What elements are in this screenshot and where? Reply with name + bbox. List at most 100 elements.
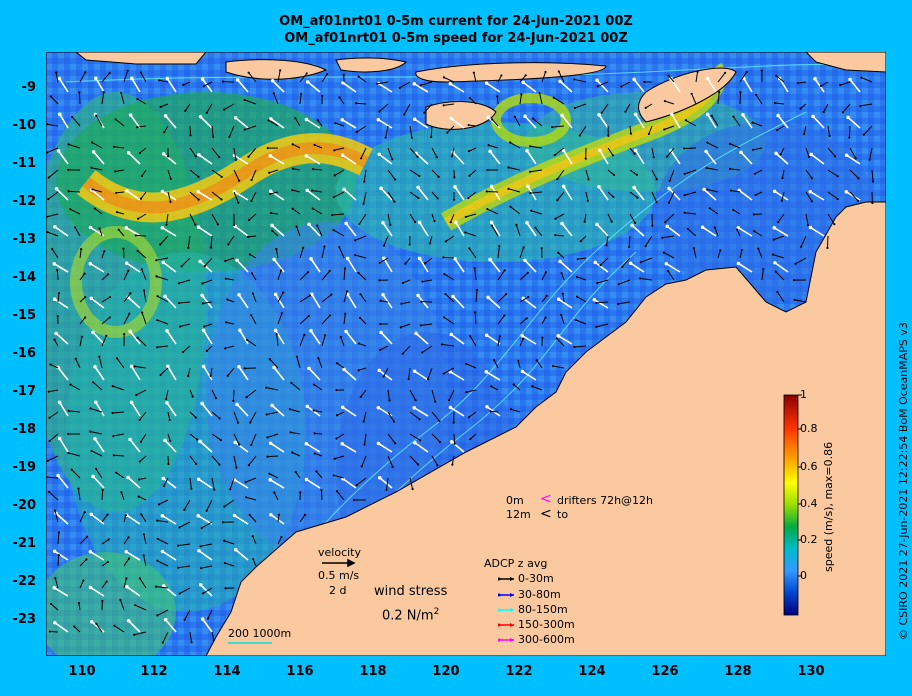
current-arrow-head [663,100,667,103]
current-arrow [448,389,455,401]
wind-stress-arrow-head [414,331,418,336]
colorbar-tick-label: 0.4 [800,497,818,510]
current-arrow [363,169,367,182]
current-arrow-head [620,85,623,88]
current-arrow [292,143,301,149]
current-arrow [156,275,169,281]
current-arrow [717,72,726,83]
current-arrow [427,367,433,380]
current-arrow-head [860,76,863,79]
current-arrow [356,477,367,486]
wind-stress-arrow [269,479,285,489]
current-arrow [267,433,279,438]
current-arrow-head [268,171,271,174]
current-arrow-head [135,393,138,397]
current-arrow [497,336,501,347]
velocity-duration: 2 d [329,584,347,597]
current-arrow-head [303,513,307,516]
wind-stress-arrow [89,551,105,561]
current-arrow-head [655,201,658,204]
current-arrow-head [157,503,161,506]
current-arrow-head [128,312,131,315]
current-arrow-head [530,209,533,212]
current-arrow-head [418,418,421,421]
current-arrow-head [527,295,530,299]
current-arrow-head [56,269,59,272]
wind-stress-arrow [125,227,141,237]
current-arrow [574,103,587,109]
wind-stress-arrow [59,113,69,129]
current-arrow [224,499,235,507]
current-arrow [739,249,743,259]
current-arrow [596,301,609,304]
current-arrow-head [407,378,410,381]
wind-stress-arrow [599,149,609,165]
x-tick-label: 130 [797,664,825,679]
land [75,52,886,656]
current-arrow-head [517,359,520,362]
current-arrow-head [140,268,143,271]
current-arrow-head [181,350,185,354]
current-arrow [707,142,719,149]
current-arrow [137,337,147,347]
current-arrow-head [417,463,420,466]
current-arrow [541,271,547,281]
current-arrow-head [452,198,456,201]
current-arrow-head [194,416,197,419]
current-arrow [244,125,257,131]
current-arrow-head [578,134,581,137]
current-arrow [316,225,323,237]
wind-stress-arrow [55,512,69,525]
wind-stress-arrow [202,365,213,381]
colorbar-ticks [798,394,802,577]
wind-stress-arrow-head [233,548,238,552]
current-arrow-head [237,201,240,204]
wind-stress-arrow-head [741,113,745,117]
wind-stress-arrow-head [52,297,57,301]
current-arrow-head [430,135,433,139]
current-arrow [79,273,86,281]
current-arrow [225,257,235,262]
current-arrow [860,103,873,107]
wind-stress-arrow-head [489,220,494,225]
current-arrow-head [46,459,49,463]
current-arrow-head [303,333,306,336]
current-arrow-head [705,166,708,170]
current-arrow [252,535,257,545]
current-arrow-head [308,294,311,297]
current-arrow [541,317,546,325]
wind-stress-arrow-head [526,184,530,188]
wind-stress-arrow-head [670,112,674,116]
current-arrow [233,455,237,468]
current-arrow [115,169,125,173]
current-arrow [101,561,109,567]
current-arrow-head [871,180,875,183]
wind-stress-arrow [54,298,69,309]
wind-stress-arrow [271,404,285,417]
current-arrow [691,93,697,105]
x-tick-label: 126 [651,664,679,679]
current-arrow [541,295,548,303]
current-arrow-head [300,92,303,96]
current-arrow [333,474,345,479]
wind-stress-arrow [487,296,501,309]
current-arrow-head [856,199,860,202]
current-arrow-head [560,313,563,317]
current-arrow [556,338,565,347]
current-arrow-head [357,369,360,372]
current-arrow [662,235,675,239]
current-arrow-head [226,374,229,377]
wind-stress-arrow [847,116,861,129]
wind-stress-arrow [161,515,177,525]
wind-stress-arrow-head [448,81,453,86]
current-arrow-head [316,119,319,122]
current-arrow-head [624,110,627,113]
current-arrow-head [378,261,381,264]
current-arrow-head [288,408,292,411]
current-arrow [206,103,213,114]
current-arrow [431,191,438,199]
wind-stress-arrow [201,78,213,93]
current-arrow [508,188,521,193]
wind-stress-arrow-head [846,115,850,120]
current-arrow [202,301,213,304]
